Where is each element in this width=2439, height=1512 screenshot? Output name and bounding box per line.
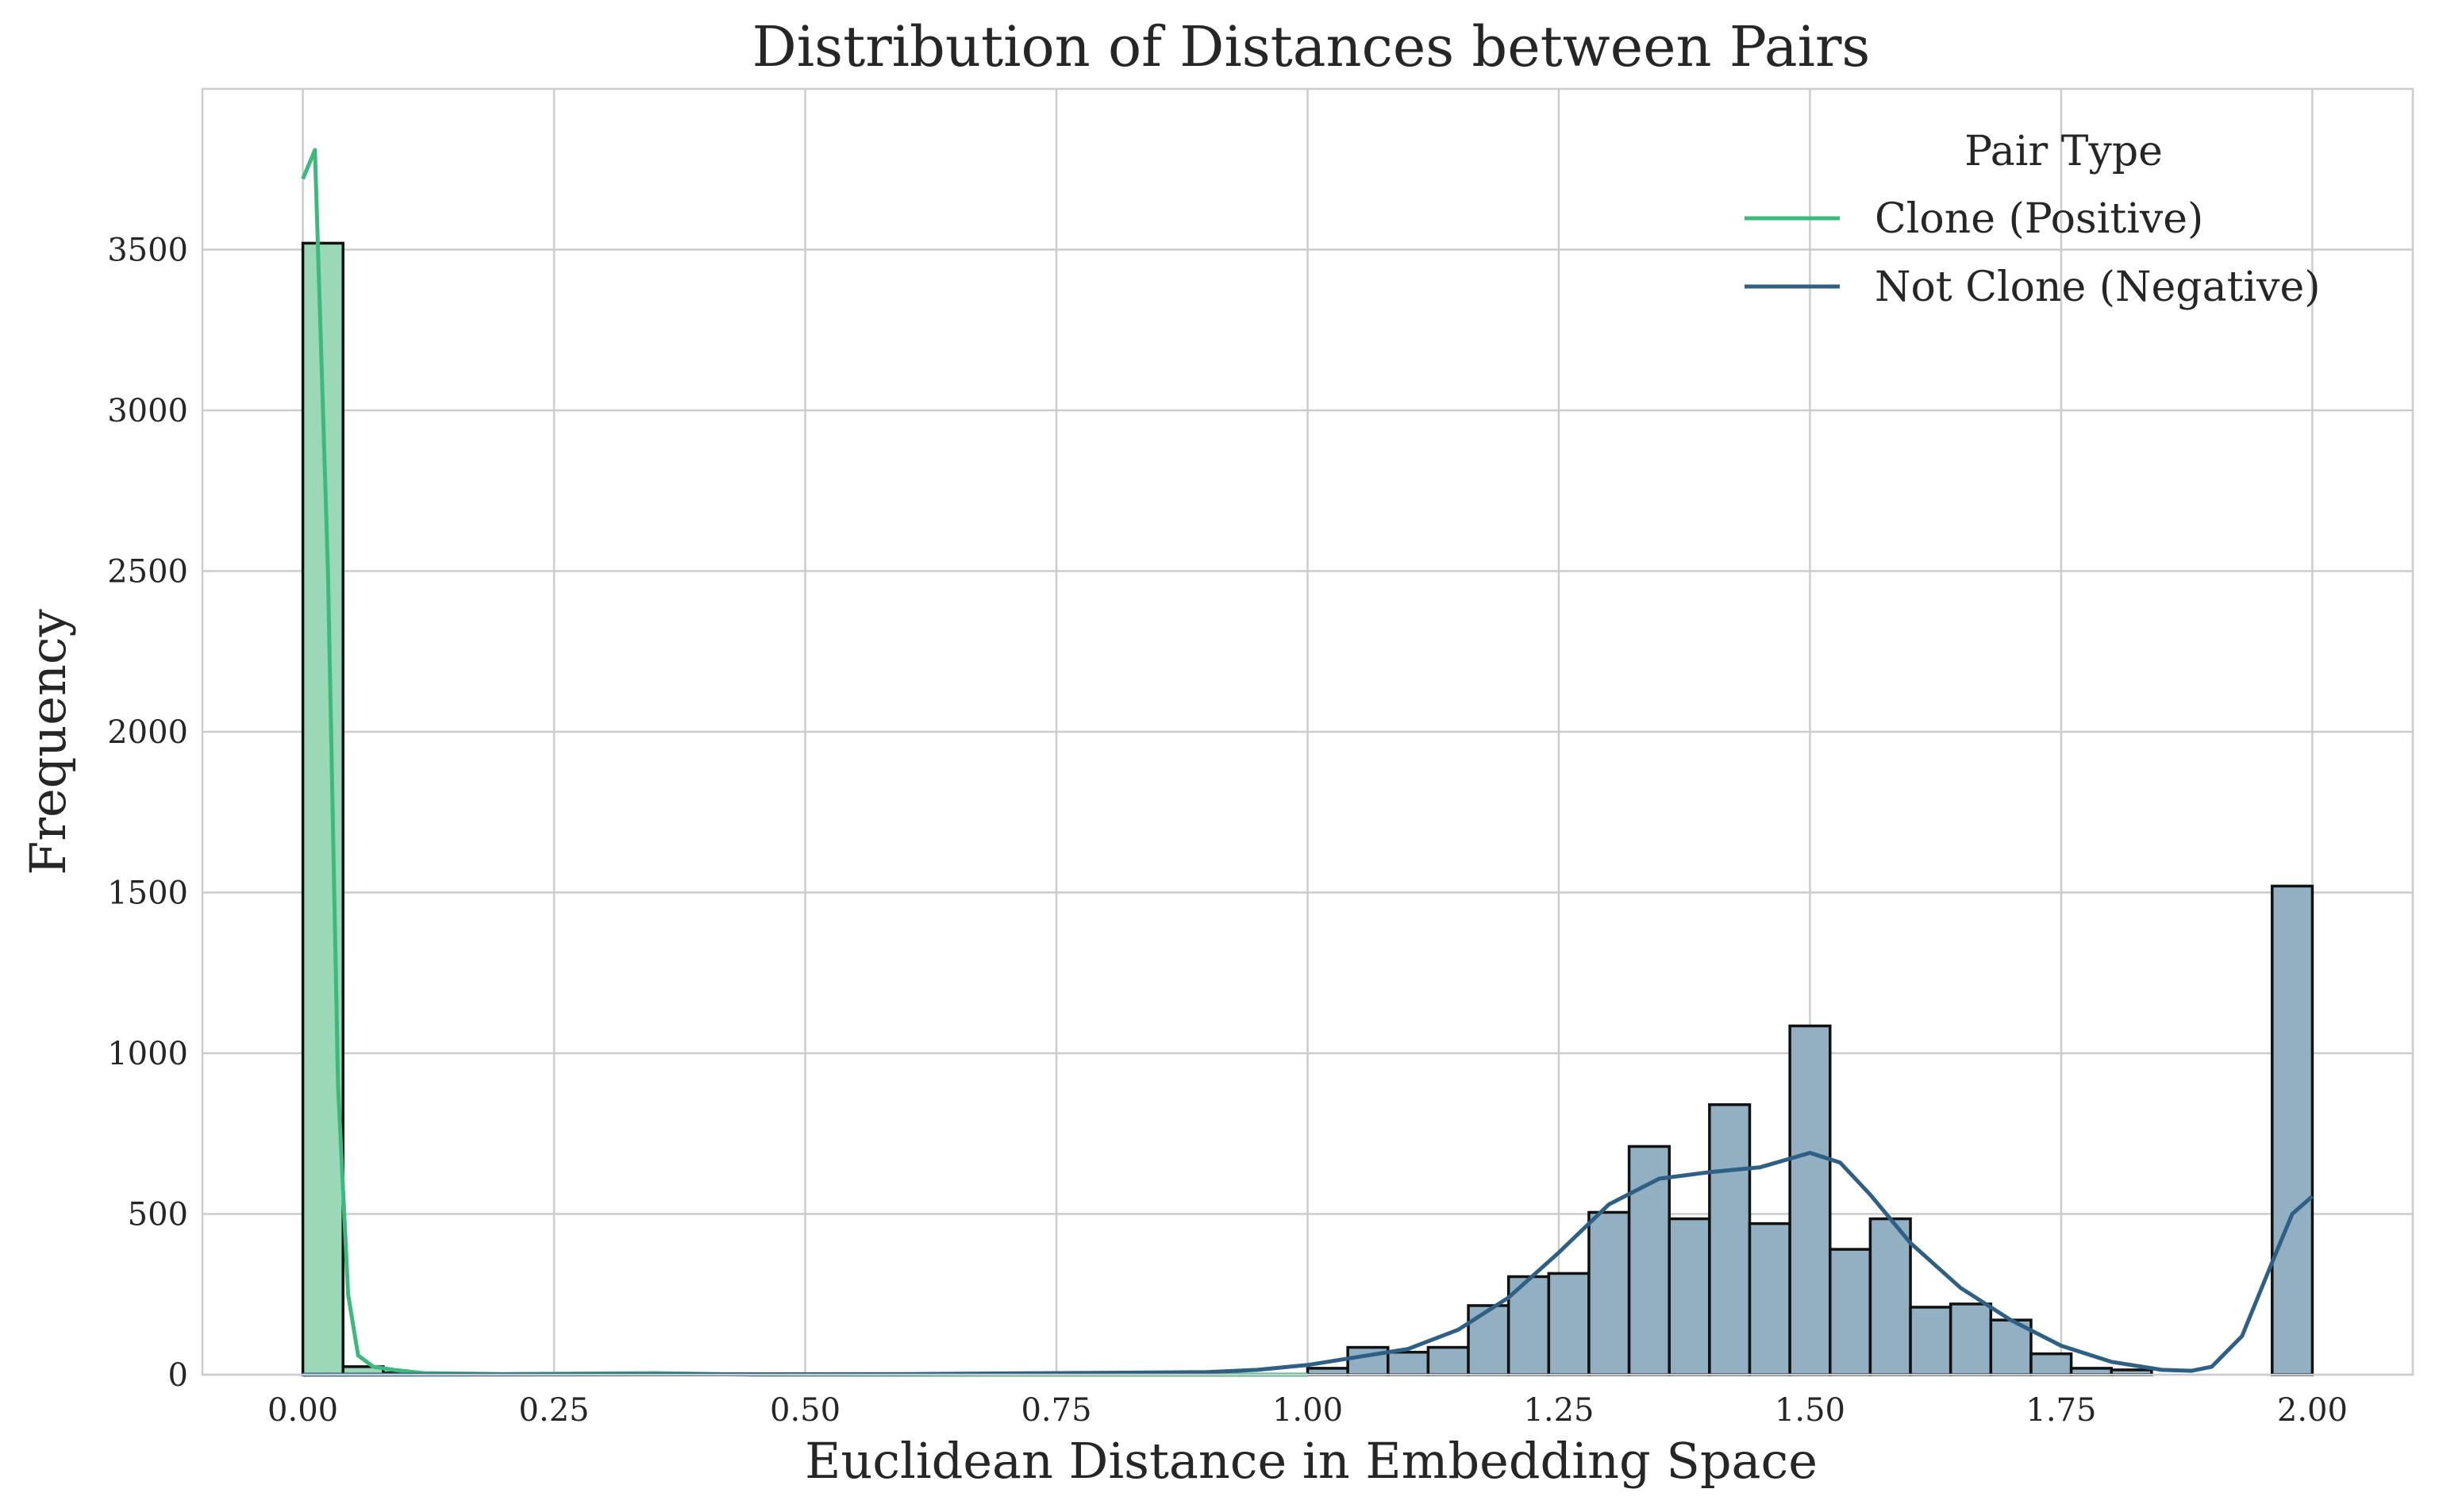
legend: Pair Type Clone (Positive) Not Clone (Ne… <box>1745 128 2321 311</box>
bar-not-clone-15 <box>1909 1306 1952 1376</box>
bar-not-clone-3 <box>1426 1345 1470 1376</box>
x-tick-label: 2.00 <box>2277 1392 2348 1429</box>
x-tick-label: 1.25 <box>1523 1392 1594 1429</box>
bar-not-clone-4 <box>1467 1304 1510 1376</box>
y-tick-label: 2000 <box>107 714 188 751</box>
y-tick-label: 2500 <box>107 554 188 591</box>
x-tick-label: 0.25 <box>519 1392 590 1429</box>
x-tick-label: 0.50 <box>770 1392 841 1429</box>
x-tick-label: 1.00 <box>1272 1392 1343 1429</box>
bar-not-clone-12 <box>1788 1024 1832 1376</box>
y-axis-title: Frequency <box>19 609 77 875</box>
bar-not-clone-9 <box>1668 1217 1711 1376</box>
bar-not-clone-2 <box>1387 1350 1430 1376</box>
x-tick-label: 0.00 <box>267 1392 338 1429</box>
bar-not-clone-10 <box>1708 1103 1752 1376</box>
bar-not-clone-13 <box>1829 1248 1872 1376</box>
legend-title: Pair Type <box>1964 128 2163 175</box>
y-tick-label: 1500 <box>107 875 188 912</box>
y-tick-label: 3000 <box>107 393 188 429</box>
y-axis-ticks: 0 500 1000 1500 2000 2500 3000 3500 <box>107 233 188 1395</box>
plot-area-frame <box>201 87 2414 1376</box>
x-axis-title: Euclidean Distance in Embedding Space <box>805 1432 1818 1490</box>
grid-lines <box>202 89 2413 1376</box>
x-tick-label: 0.75 <box>1021 1392 1091 1429</box>
legend-label-not-clone: Not Clone (Negative) <box>1875 264 2321 311</box>
bar-not-clone-7 <box>1587 1210 1631 1376</box>
x-tick-label: 1.75 <box>2025 1392 2096 1429</box>
kde-line-not-clone <box>302 1151 2314 1377</box>
x-axis-ticks: 0.00 0.25 0.50 0.75 1.00 1.25 1.50 1.75 2.00 <box>267 1392 2348 1429</box>
bar-not-clone-14 <box>1868 1217 1912 1376</box>
y-tick-label: 3500 <box>107 233 188 269</box>
kde-curves <box>301 148 2314 1377</box>
legend-label-clone: Clone (Positive) <box>1875 195 2203 243</box>
bar-not-clone-11 <box>1748 1222 1791 1376</box>
bar-not-clone-8 <box>1627 1145 1671 1376</box>
bar-not-clone-6 <box>1547 1272 1591 1376</box>
y-tick-label: 500 <box>128 1197 188 1233</box>
bar-not-clone-18 <box>2029 1352 2073 1376</box>
y-tick-label: 1000 <box>107 1036 188 1072</box>
y-tick-label: 0 <box>168 1357 188 1394</box>
x-tick-label: 1.50 <box>1775 1392 1845 1429</box>
bar-not-clone-21 <box>2271 884 2314 1376</box>
bar-not-clone-16 <box>1949 1302 1993 1376</box>
chart-title: Distribution of Distances between Pairs <box>752 14 1871 79</box>
